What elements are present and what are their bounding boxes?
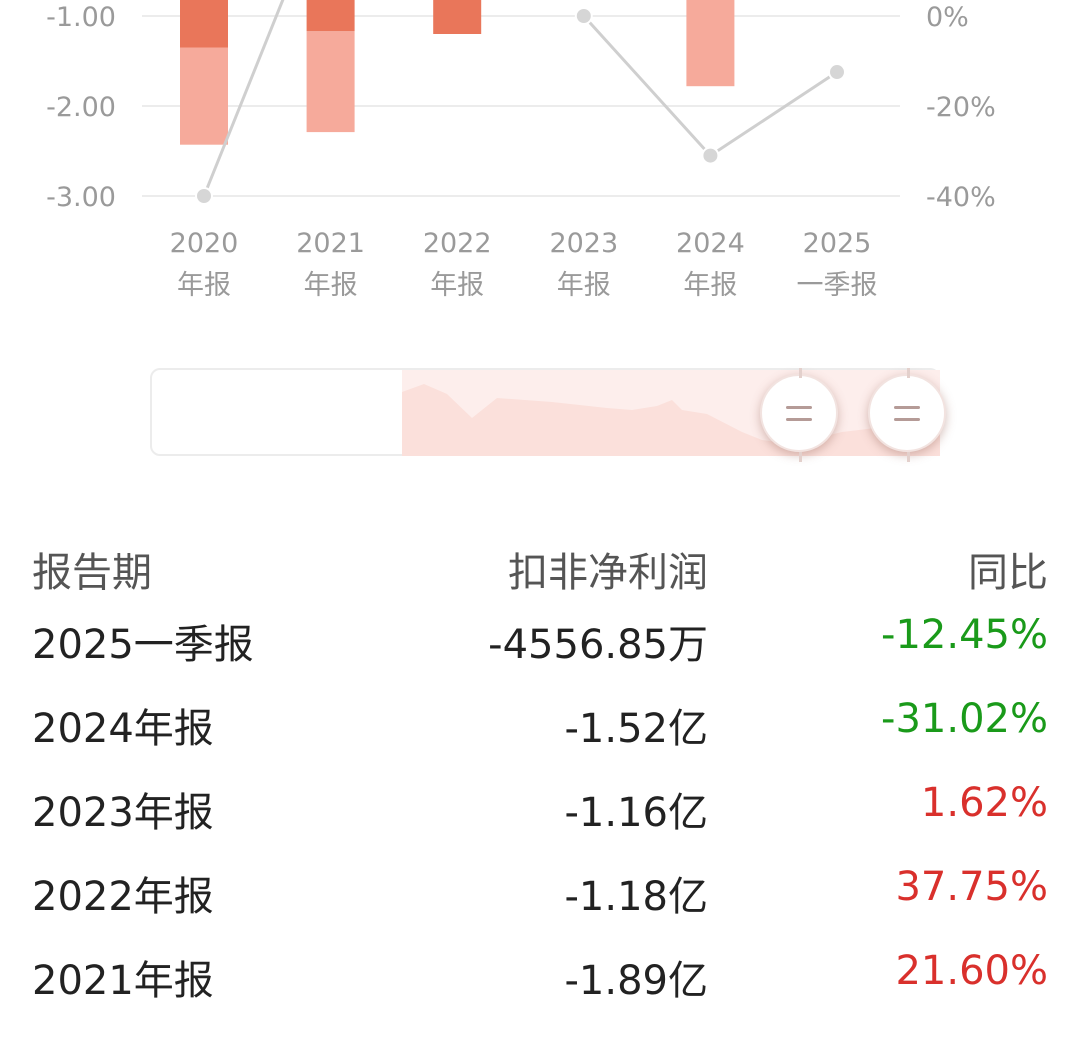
header-period: 报告期 [32, 550, 152, 596]
right-axis-tick-label: -40% [926, 182, 996, 213]
x-axis-tick-label: 年报 [177, 270, 231, 301]
x-axis-tick-label: 年报 [304, 270, 358, 301]
table-row[interactable]: 2023年报 -1.16亿 1.62% [0, 780, 1080, 860]
left-axis-tick-label: -3.00 [46, 182, 116, 213]
earnings-chart: -1.00 -2.00 -3.00 0% -20% -40% 2020 年报 2021 年报 202… [46, 0, 996, 301]
bar-segment [180, 0, 228, 48]
table-row[interactable]: 2024年报 -1.52亿 -31.02% [0, 696, 1080, 776]
grip-line [894, 418, 920, 421]
value-cell: -1.52亿 [564, 706, 709, 752]
bar-segment [433, 0, 482, 34]
yoy-cell: 1.62% [920, 780, 1048, 826]
value-cell: -1.89亿 [564, 958, 709, 1004]
table-row[interactable]: 2022年报 -1.18亿 37.75% [0, 864, 1080, 944]
x-axis-tick-label: 年报 [557, 270, 611, 301]
left-axis-tick-label: -1.00 [46, 2, 116, 33]
sparkline-area [402, 384, 940, 456]
header-yoy: 同比 [968, 550, 1048, 596]
x-axis-tick-label: 2023 [549, 228, 618, 259]
header-value: 扣非净利润 [508, 550, 708, 596]
grip-line [786, 406, 812, 409]
yoy-cell: 37.75% [895, 864, 1048, 910]
grip-line [894, 406, 920, 409]
period-cell: 2022年报 [32, 874, 214, 920]
handle-top-tick [907, 368, 910, 378]
left-axis-tick-label: -2.00 [46, 92, 116, 123]
x-axis-tick-label: 2025 [803, 228, 872, 259]
table-row[interactable]: 2025一季报 -4556.85万 -12.45% [0, 612, 1080, 692]
yoy-line [202, 0, 285, 197]
x-axis-tick-label: 2022 [423, 228, 492, 259]
handle-bottom-tick [799, 452, 802, 462]
range-slider[interactable] [150, 368, 946, 462]
period-cell: 2025一季报 [32, 622, 254, 668]
value-cell: -1.18亿 [564, 874, 709, 920]
bar-segment [180, 47, 228, 145]
yoy-point [195, 187, 213, 205]
right-axis-tick-label: -20% [926, 92, 996, 123]
period-cell: 2023年报 [32, 790, 214, 836]
x-axis-tick-label: 2024 [676, 228, 745, 259]
x-axis-tick-label: 年报 [683, 270, 737, 301]
yoy-point [828, 63, 846, 82]
table-row[interactable]: 2021年报 -1.89亿 21.60% [0, 948, 1080, 1028]
grip-line [786, 418, 812, 421]
value-cell: -1.16亿 [564, 790, 709, 836]
range-overview-sparkline [402, 370, 940, 456]
yoy-point [701, 146, 720, 165]
yoy-cell: 21.60% [895, 948, 1048, 994]
x-axis-tick-label: 2021 [296, 228, 365, 259]
yoy-cell: -31.02% [881, 696, 1048, 742]
range-end-handle[interactable] [868, 368, 946, 462]
handle-bottom-tick [907, 452, 910, 462]
x-axis-tick-label: 2020 [170, 228, 239, 259]
table-header-row: 报告期 扣非净利润 同比 [0, 540, 1080, 620]
bar-segment [306, 0, 355, 32]
yoy-point [574, 7, 593, 25]
period-cell: 2021年报 [32, 958, 214, 1004]
range-start-handle[interactable] [760, 368, 838, 462]
period-cell: 2024年报 [32, 706, 214, 752]
right-axis-tick-label: 0% [926, 2, 969, 33]
bar-segment [306, 31, 355, 133]
handle-top-tick [799, 368, 802, 378]
yoy-cell: -12.45% [881, 612, 1048, 658]
value-cell: -4556.85万 [488, 622, 708, 668]
bar-segment [686, 0, 735, 87]
x-axis-tick-label: 一季报 [797, 270, 878, 301]
x-axis-tick-label: 年报 [430, 270, 484, 301]
